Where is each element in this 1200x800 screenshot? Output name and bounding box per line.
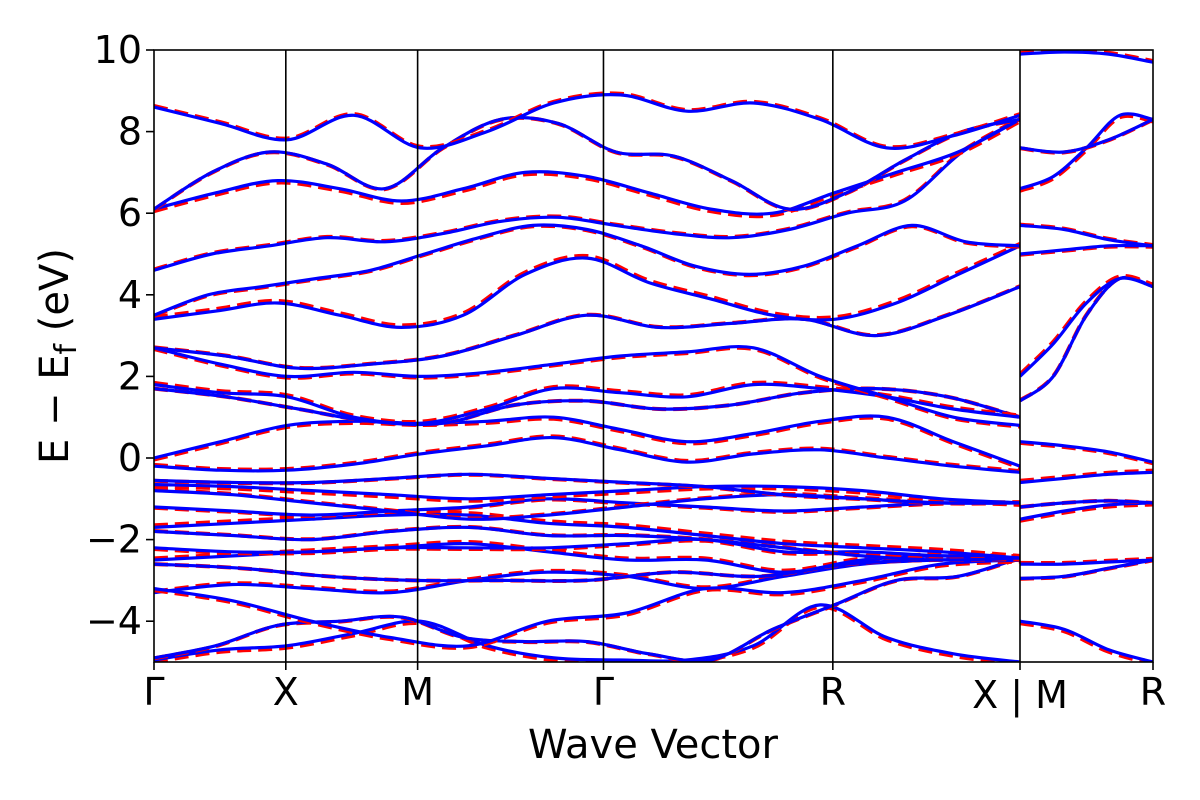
right-band-8-solid bbox=[1020, 276, 1153, 378]
right-band-7-dashed bbox=[1020, 275, 1153, 403]
main-band-14-solid bbox=[154, 414, 1020, 468]
main-band-17-solid bbox=[154, 344, 1020, 427]
y-tick-label: 2 bbox=[118, 354, 142, 398]
main-band-23-dashed bbox=[154, 115, 1020, 212]
main-band-23-solid bbox=[154, 115, 1020, 211]
y-tick-label: 10 bbox=[94, 28, 142, 72]
main-band-24-solid bbox=[154, 93, 1020, 150]
right-band-13-solid bbox=[1020, 50, 1153, 64]
main-band-19-solid bbox=[154, 244, 1020, 330]
main-band-4-solid bbox=[154, 558, 1020, 583]
x-tick-label: R bbox=[820, 670, 846, 714]
main-band-1-solid bbox=[154, 556, 1020, 662]
main-band-22-dashed bbox=[154, 119, 1020, 219]
x-tick-label: X | M bbox=[972, 673, 1068, 718]
main-band-7-solid bbox=[154, 525, 1020, 562]
main-band-18-solid bbox=[154, 285, 1020, 371]
y-tick-label: 0 bbox=[118, 436, 142, 480]
main-band-21-solid bbox=[154, 118, 1020, 272]
y-axis-label: E − Ef (eV) bbox=[32, 248, 84, 464]
main-band-2-solid bbox=[154, 558, 1020, 595]
right-band-5-solid bbox=[1020, 470, 1153, 485]
y-tick-label: −4 bbox=[86, 599, 142, 643]
y-tick-label: 6 bbox=[118, 191, 142, 235]
x-tick-label: Γ bbox=[593, 670, 614, 714]
right-band-12-solid bbox=[1020, 117, 1153, 154]
x-tick-label: M bbox=[401, 670, 434, 714]
main-band-15-solid bbox=[154, 386, 1020, 427]
right-band-6-dashed bbox=[1020, 440, 1153, 466]
right-band-5-dashed bbox=[1020, 468, 1153, 483]
main-band-9-solid bbox=[154, 497, 1020, 517]
main-segment-bands bbox=[154, 91, 1020, 662]
right-band-1-solid bbox=[1020, 558, 1153, 580]
x-axis-label: Wave Vector bbox=[528, 722, 779, 768]
main-band-20-solid bbox=[154, 223, 1020, 317]
main-band-12-solid bbox=[154, 472, 1020, 505]
right-band-9-solid bbox=[1020, 243, 1153, 256]
main-band-11-dashed bbox=[154, 484, 1020, 507]
right-band-0-solid bbox=[1020, 619, 1153, 662]
main-band-6-solid bbox=[154, 537, 1020, 560]
right-band-2-solid bbox=[1020, 558, 1153, 566]
right-band-4-solid bbox=[1020, 499, 1153, 509]
main-band-22-solid bbox=[154, 117, 1020, 216]
plot-frame bbox=[153, 49, 1154, 663]
plot-border bbox=[153, 49, 1154, 663]
x-tick-label: X bbox=[273, 670, 299, 714]
x-tick-label: R bbox=[1140, 670, 1166, 714]
y-axis-label-subscript: f bbox=[49, 342, 84, 354]
main-band-14-dashed bbox=[154, 415, 1020, 470]
main-band-8-solid bbox=[154, 512, 1020, 560]
right-band-6-solid bbox=[1020, 440, 1153, 464]
y-axis-label-prefix: E − E bbox=[32, 354, 78, 464]
main-band-3-solid bbox=[154, 558, 1020, 648]
right-band-0-dashed bbox=[1020, 621, 1153, 662]
right-band-7-solid bbox=[1020, 275, 1153, 403]
x-tick-label: Γ bbox=[143, 670, 164, 714]
main-band-18-dashed bbox=[154, 284, 1020, 371]
bands-layer bbox=[154, 50, 1153, 662]
main-band-11-solid bbox=[154, 482, 1020, 505]
right-band-10-solid bbox=[1020, 223, 1153, 248]
y-axis-label-suffix: (eV) bbox=[32, 248, 78, 344]
y-tick-label: −2 bbox=[86, 518, 142, 562]
y-tick-label: 4 bbox=[118, 273, 142, 317]
main-band-0-solid bbox=[154, 603, 1020, 662]
y-tick-label: 8 bbox=[118, 110, 142, 154]
main-band-13-solid bbox=[154, 435, 1020, 474]
ticks-layer: −4 −2 0 2 4 6 8 10 Γ X M Γ R X | M R bbox=[86, 28, 1166, 718]
right-segment-bands bbox=[1020, 50, 1153, 662]
right-band-11-dashed bbox=[1020, 113, 1153, 193]
main-band-19-dashed bbox=[154, 241, 1020, 328]
